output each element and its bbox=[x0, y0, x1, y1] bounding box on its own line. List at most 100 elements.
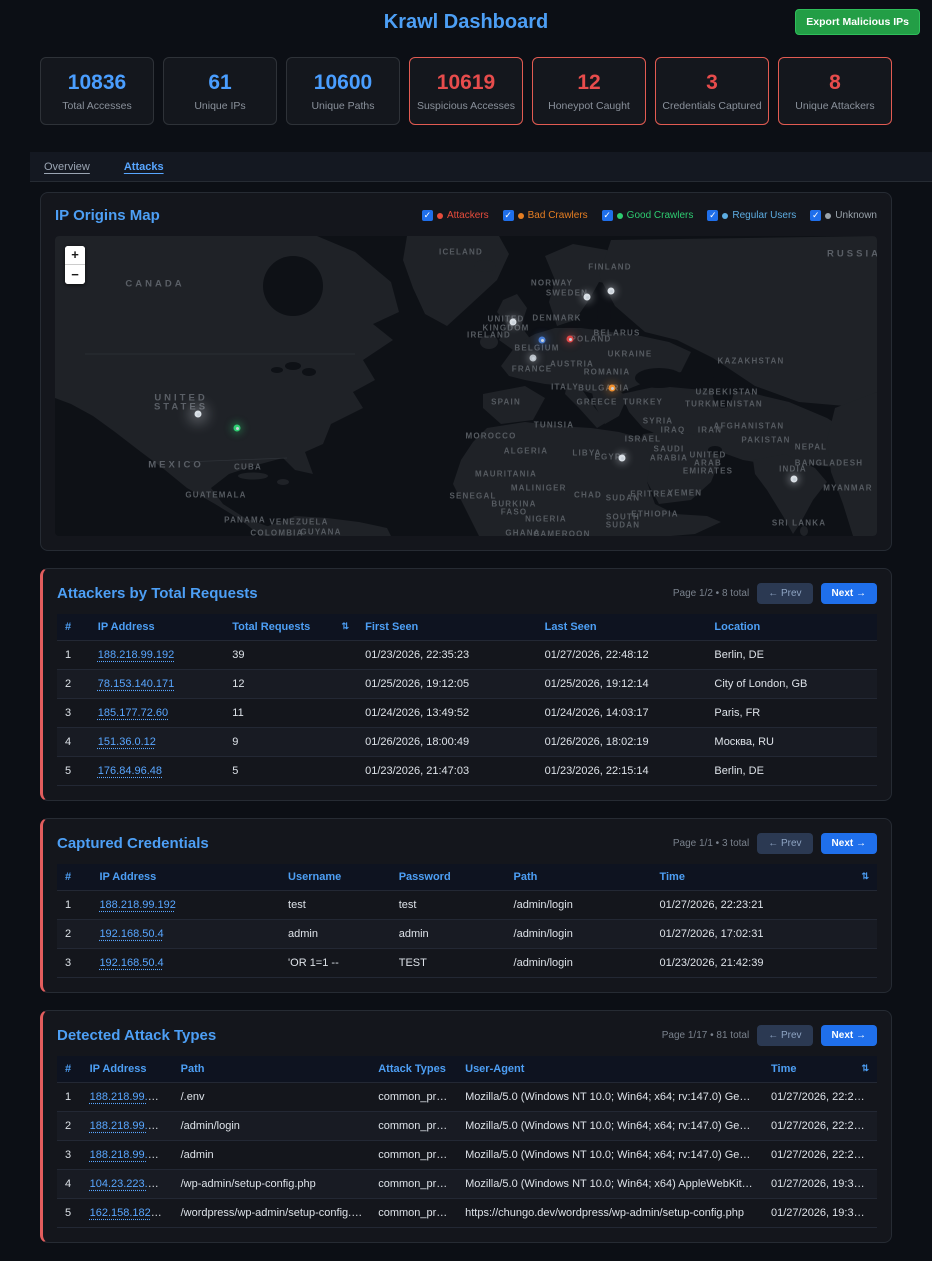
column-header-ip-address[interactable]: IP Address bbox=[99, 871, 157, 883]
checkbox-checked-icon[interactable]: ✓ bbox=[502, 210, 514, 221]
zoom-in-button[interactable]: + bbox=[65, 246, 85, 265]
column-header-path[interactable]: Path bbox=[180, 1063, 205, 1075]
header: Krawl Dashboard Export Malicious IPs bbox=[0, 0, 932, 45]
ip-link[interactable]: 192.168.50.4 bbox=[99, 928, 164, 940]
table-cell: 01/26/2026, 18:00:49 bbox=[357, 727, 537, 757]
column-header-attack-types[interactable]: Attack Types bbox=[378, 1063, 446, 1075]
legend-item-good-crawlers[interactable]: ✓ Good Crawlers bbox=[601, 210, 693, 221]
column-header-first-seen[interactable]: First Seen bbox=[365, 621, 419, 633]
checkbox-checked-icon[interactable]: ✓ bbox=[421, 210, 433, 221]
legend-item-bad-crawlers[interactable]: ✓ Bad Crawlers bbox=[502, 210, 588, 221]
ip-link[interactable]: 188.218.99.192 bbox=[89, 1091, 167, 1103]
column-header-last-seen[interactable]: Last Seen bbox=[544, 621, 597, 633]
column-header-path[interactable]: Path bbox=[513, 871, 538, 883]
prev-button[interactable]: ← Prev bbox=[757, 583, 813, 604]
ip-link[interactable]: 104.23.223.128 bbox=[89, 1178, 167, 1190]
table-cell: common_probes bbox=[370, 1111, 458, 1141]
table-cell: admin bbox=[280, 919, 391, 949]
sort-icon[interactable]: ⇅ bbox=[861, 871, 869, 881]
ip-address-cell: 188.218.99.192 bbox=[81, 1111, 173, 1141]
prev-button[interactable]: ← Prev bbox=[757, 833, 813, 854]
stat-card-total-accesses: 10836 Total Accesses bbox=[40, 57, 154, 125]
legend-item-attackers[interactable]: ✓ Attackers bbox=[421, 210, 489, 221]
map-marker-unknown[interactable] bbox=[790, 475, 798, 483]
ip-address-cell: 162.158.182.104 bbox=[81, 1198, 173, 1228]
ip-link[interactable]: 192.168.50.4 bbox=[99, 957, 164, 969]
stat-card-unique-ips: 61 Unique IPs bbox=[163, 57, 277, 125]
sort-icon[interactable]: ⇅ bbox=[861, 1063, 869, 1073]
ip-link[interactable]: 162.158.182.104 bbox=[89, 1207, 173, 1219]
column-header-col[interactable]: # bbox=[65, 1063, 72, 1075]
ip-link[interactable]: 151.36.0.12 bbox=[97, 736, 156, 748]
map-marker-unknown[interactable] bbox=[607, 287, 615, 295]
legend-item-unknown[interactable]: ✓ Unknown bbox=[810, 210, 877, 221]
table-cell: Berlin, DE bbox=[706, 640, 877, 670]
sort-icon[interactable]: ⇅ bbox=[341, 621, 350, 631]
map-marker-unknown[interactable] bbox=[618, 454, 626, 462]
checkbox-checked-icon[interactable]: ✓ bbox=[707, 210, 719, 221]
page-info: Page 1/1 • 3 total bbox=[672, 838, 750, 849]
table-cell: 01/27/2026, 22:22:54 bbox=[763, 1140, 877, 1170]
tab-attacks[interactable]: Attacks bbox=[123, 160, 164, 173]
pagination: Page 1/1 • 3 total ← Prev Next → bbox=[673, 833, 877, 854]
table-cell: 01/24/2026, 14:03:17 bbox=[536, 698, 707, 728]
ip-link[interactable]: 188.218.99.192 bbox=[97, 649, 175, 661]
column-header-ip-address[interactable]: IP Address bbox=[97, 621, 155, 633]
table-header-row: # IP Address Path Attack Types User-Agent Tim… bbox=[57, 1056, 877, 1083]
section-title: Attackers by Total Requests bbox=[57, 585, 258, 602]
table-row: 1 188.218.99.192 /.env common_probes Mozilla… bbox=[57, 1082, 877, 1112]
table-cell: 2 bbox=[57, 669, 90, 699]
attackers-table: # IP Address Total Requests ⇅ First Seen Last… bbox=[57, 614, 877, 786]
ip-link[interactable]: 188.218.99.192 bbox=[89, 1120, 167, 1132]
stat-value: 10619 bbox=[436, 70, 496, 94]
map-marker-good-crawler[interactable] bbox=[233, 424, 241, 432]
table-header-row: # IP Address Total Requests ⇅ First Seen Last… bbox=[57, 614, 877, 641]
ip-link[interactable]: 185.177.72.60 bbox=[97, 707, 169, 719]
next-button[interactable]: Next → bbox=[820, 583, 877, 604]
stat-value: 3 bbox=[706, 70, 718, 94]
legend-item-regular-users[interactable]: ✓ Regular Users bbox=[707, 210, 796, 221]
ip-link[interactable]: 176.84.96.48 bbox=[97, 765, 163, 777]
legend-label: Unknown bbox=[835, 210, 877, 221]
map-marker-unknown[interactable] bbox=[529, 354, 537, 362]
table-cell: 01/23/2026, 22:15:14 bbox=[536, 756, 707, 786]
column-header-time[interactable]: Time ⇅ bbox=[771, 1063, 869, 1075]
column-header-location[interactable]: Location bbox=[714, 621, 761, 633]
column-header-password[interactable]: Password bbox=[398, 871, 451, 883]
legend-dot-icon bbox=[517, 212, 524, 219]
table-header-bar: Detected Attack Types Page 1/17 • 81 tot… bbox=[57, 1025, 877, 1046]
prev-button[interactable]: ← Prev bbox=[757, 1025, 813, 1046]
export-malicious-ips-button[interactable]: Export Malicious IPs bbox=[795, 9, 920, 35]
table-cell: /wordpress/wp-admin/setup-config.php bbox=[172, 1198, 371, 1228]
next-button[interactable]: Next → bbox=[820, 833, 877, 854]
map-legend: ✓ Attackers ✓ Bad Crawlers ✓ Good Crawle… bbox=[421, 210, 877, 221]
column-header-user-agent[interactable]: User-Agent bbox=[465, 1063, 525, 1075]
world-map[interactable]: ICELAND CANADA RUSSIA NORWAY FINLAND SWEDEN DE… bbox=[55, 236, 877, 536]
map-marker-regular-user[interactable] bbox=[538, 336, 546, 344]
checkbox-checked-icon[interactable]: ✓ bbox=[601, 210, 613, 221]
map-marker-unknown[interactable] bbox=[194, 410, 202, 418]
map-marker-unknown[interactable] bbox=[583, 293, 591, 301]
ip-link[interactable]: 188.218.99.192 bbox=[89, 1149, 167, 1161]
column-header-username[interactable]: Username bbox=[288, 871, 342, 883]
section-title: Detected Attack Types bbox=[57, 1027, 217, 1044]
ip-link[interactable]: 78.153.140.171 bbox=[97, 678, 175, 690]
zoom-out-button[interactable]: − bbox=[65, 265, 85, 284]
column-header-col[interactable]: # bbox=[65, 871, 72, 883]
table-cell: Mozilla/5.0 (Windows NT 10.0; Win64; x64… bbox=[457, 1111, 763, 1141]
ip-address-cell: 78.153.140.171 bbox=[89, 669, 225, 699]
column-header-ip-address[interactable]: IP Address bbox=[89, 1063, 147, 1075]
checkbox-checked-icon[interactable]: ✓ bbox=[810, 210, 822, 221]
map-marker-unknown[interactable] bbox=[509, 318, 517, 326]
table-cell: common_probes bbox=[370, 1082, 458, 1112]
map-marker-attacker[interactable] bbox=[566, 335, 574, 343]
table-cell: 4 bbox=[57, 727, 90, 757]
column-header-total-requests[interactable]: Total Requests ⇅ bbox=[232, 621, 350, 633]
tab-overview[interactable]: Overview bbox=[44, 160, 90, 173]
column-header-time[interactable]: Time ⇅ bbox=[659, 871, 869, 883]
ip-link[interactable]: 188.218.99.192 bbox=[99, 899, 176, 911]
next-button[interactable]: Next → bbox=[820, 1025, 877, 1046]
column-header-col[interactable]: # bbox=[65, 621, 72, 633]
credentials-table: # IP Address Username Password Path Time ⇅ 1 18… bbox=[57, 864, 877, 978]
map-marker-bad-crawler[interactable] bbox=[608, 384, 616, 392]
